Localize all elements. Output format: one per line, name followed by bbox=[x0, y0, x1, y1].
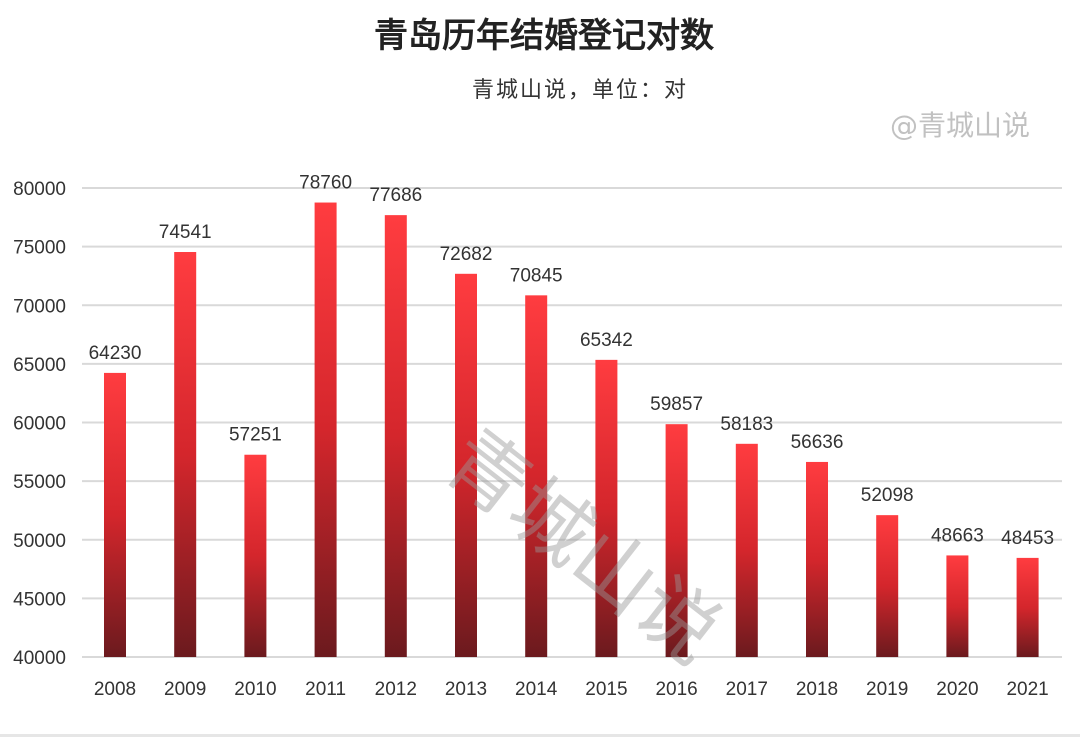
y-tick-label: 40000 bbox=[13, 648, 66, 669]
x-tick-label: 2015 bbox=[585, 679, 627, 700]
bar-2021 bbox=[1016, 557, 1039, 657]
data-label: 64230 bbox=[89, 343, 142, 364]
chart-title: 青岛历年结婚登记对数 bbox=[374, 16, 714, 56]
data-label: 74541 bbox=[159, 222, 212, 243]
x-tick-label: 2013 bbox=[445, 679, 487, 700]
bottom-border bbox=[0, 734, 1080, 737]
bar-2020 bbox=[946, 555, 969, 657]
y-tick-label: 45000 bbox=[13, 589, 66, 610]
corner-watermark: @青城山说 bbox=[890, 109, 1030, 142]
data-label: 56636 bbox=[791, 432, 844, 453]
y-tick-label: 75000 bbox=[13, 238, 66, 259]
x-tick-label: 2014 bbox=[515, 679, 558, 700]
data-label: 58183 bbox=[720, 414, 773, 435]
y-tick-label: 55000 bbox=[13, 472, 66, 493]
data-label: 77686 bbox=[369, 185, 422, 206]
x-tick-label: 2009 bbox=[164, 679, 206, 700]
y-tick-label: 80000 bbox=[13, 179, 66, 200]
bar-2010 bbox=[244, 454, 267, 657]
x-tick-label: 2008 bbox=[94, 679, 136, 700]
bar-2018 bbox=[806, 461, 828, 657]
y-tick-label: 65000 bbox=[13, 355, 66, 376]
data-label: 65342 bbox=[580, 330, 633, 351]
x-tick-label: 2021 bbox=[1006, 679, 1048, 700]
bar-2011 bbox=[314, 202, 337, 657]
x-tick-label: 2011 bbox=[305, 679, 346, 700]
x-tick-label: 2017 bbox=[726, 679, 768, 700]
x-tick-label: 2016 bbox=[655, 679, 697, 700]
data-label: 72682 bbox=[440, 244, 493, 265]
data-label: 48453 bbox=[1001, 528, 1054, 549]
bar-2012 bbox=[384, 215, 407, 657]
data-label: 70845 bbox=[510, 265, 563, 286]
bar-2019 bbox=[876, 515, 899, 657]
data-label: 59857 bbox=[650, 394, 703, 415]
data-label: 57251 bbox=[229, 425, 282, 446]
y-tick-label: 60000 bbox=[13, 414, 66, 435]
bar-2015 bbox=[595, 359, 618, 657]
data-label: 52098 bbox=[861, 485, 914, 506]
bar-2013 bbox=[455, 273, 477, 657]
bar-2009 bbox=[174, 252, 197, 657]
bar-2017 bbox=[735, 443, 758, 657]
chart-subtitle: 青城山说，单位：对 bbox=[472, 78, 689, 103]
x-tick-label: 2018 bbox=[796, 679, 838, 700]
x-tick-label: 2010 bbox=[234, 679, 276, 700]
x-tick-label: 2020 bbox=[936, 679, 978, 700]
data-label: 48663 bbox=[931, 525, 984, 546]
y-tick-label: 50000 bbox=[13, 531, 66, 552]
bar-2014 bbox=[525, 295, 548, 657]
x-tick-label: 2019 bbox=[866, 679, 908, 700]
x-tick-label: 2012 bbox=[375, 679, 417, 700]
data-label: 78760 bbox=[299, 173, 352, 194]
bar-2008 bbox=[104, 372, 126, 657]
y-tick-label: 70000 bbox=[13, 296, 66, 317]
bar-2016 bbox=[665, 424, 688, 657]
